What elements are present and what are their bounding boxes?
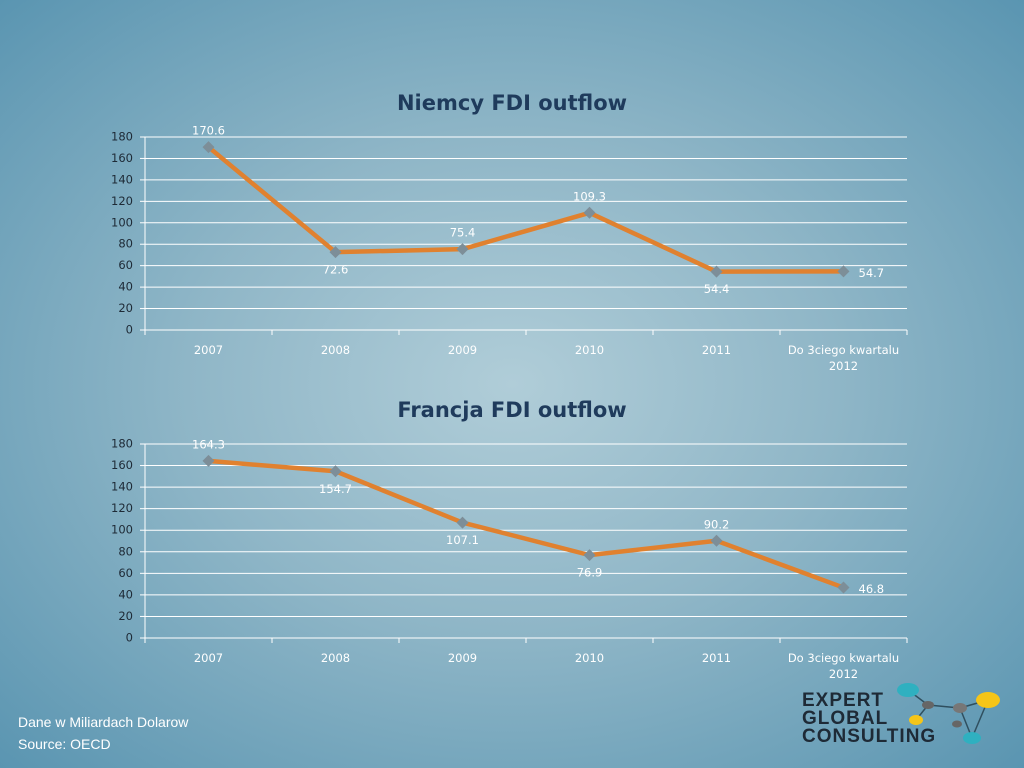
marker	[583, 549, 596, 562]
x-tick-label: 2011	[701, 651, 732, 665]
y-tick-label: 80	[118, 544, 133, 558]
y-tick-label: 160	[111, 458, 133, 472]
y-tick-label: 60	[118, 566, 133, 580]
logo: EXPERT GLOBAL CONSULTING	[802, 683, 1000, 747]
marker	[837, 581, 850, 594]
x-tick-label: 2010	[574, 343, 605, 357]
data-label: 154.7	[319, 482, 352, 496]
x-tick-label: 2009	[447, 651, 478, 665]
x-tick-label: Do 3ciego kwartalu 2012	[787, 343, 900, 373]
marker	[329, 465, 342, 478]
y-tick-label: 140	[111, 480, 133, 494]
logo-dot	[922, 701, 934, 709]
y-tick-label: 20	[118, 609, 133, 623]
y-tick-label: 100	[111, 215, 133, 229]
logo-text: CONSULTING	[802, 726, 936, 747]
x-tick-label: 2010	[574, 651, 605, 665]
data-label: 107.1	[446, 533, 479, 547]
chart-title: Francja FDI outflow	[397, 398, 626, 422]
footer-line: Source: OECD	[18, 736, 111, 752]
footer-line: Dane w Miliardach Dolarow	[18, 714, 189, 730]
x-tick-label: 2008	[320, 651, 351, 665]
x-tick-label: 2011	[701, 343, 732, 357]
logo-dot	[963, 732, 981, 744]
y-tick-label: 100	[111, 523, 133, 537]
data-label: 170.6	[192, 124, 225, 138]
x-tick-label: 2007	[193, 343, 224, 357]
x-tick-label: 2007	[193, 651, 224, 665]
chart-title: Niemcy FDI outflow	[397, 91, 627, 115]
y-tick-label: 180	[111, 130, 133, 144]
logo-dot	[897, 683, 919, 697]
y-tick-label: 60	[118, 258, 133, 272]
logo-text: GLOBAL	[802, 708, 888, 729]
data-label: 72.6	[323, 263, 349, 277]
data-label: 90.2	[704, 517, 730, 531]
y-tick-label: 40	[118, 587, 133, 601]
y-tick-label: 20	[118, 301, 133, 315]
data-label: 46.8	[859, 582, 885, 596]
marker	[456, 243, 469, 256]
y-tick-label: 120	[111, 194, 133, 208]
data-label: 109.3	[573, 189, 606, 203]
y-tick-label: 40	[118, 280, 133, 294]
y-tick-label: 0	[126, 323, 133, 337]
logo-dot	[976, 692, 1000, 708]
marker	[710, 534, 723, 547]
data-label: 164.3	[192, 437, 225, 451]
data-label: 76.9	[577, 566, 603, 580]
y-tick-label: 0	[126, 631, 133, 645]
y-tick-label: 140	[111, 172, 133, 186]
data-label: 75.4	[450, 226, 476, 240]
y-tick-label: 180	[111, 437, 133, 451]
marker	[583, 206, 596, 219]
logo-dot	[909, 715, 923, 725]
x-tick-label: 2008	[320, 343, 351, 357]
marker	[456, 516, 469, 529]
marker	[202, 454, 215, 467]
line	[207, 145, 844, 274]
y-tick-label: 160	[111, 151, 133, 165]
y-tick-label: 120	[111, 501, 133, 515]
line	[208, 458, 845, 590]
data-label: 54.4	[704, 282, 730, 296]
y-tick-label: 80	[118, 237, 133, 251]
logo-dot	[953, 703, 967, 713]
logo-dot	[952, 720, 962, 728]
data-label: 54.7	[859, 266, 885, 280]
x-tick-label: Do 3ciego kwartalu 2012	[787, 651, 900, 681]
marker	[202, 141, 215, 154]
logo-text: EXPERT	[802, 690, 884, 711]
x-tick-label: 2009	[447, 343, 478, 357]
marker	[837, 265, 850, 278]
marker	[329, 246, 342, 259]
marker	[710, 265, 723, 278]
